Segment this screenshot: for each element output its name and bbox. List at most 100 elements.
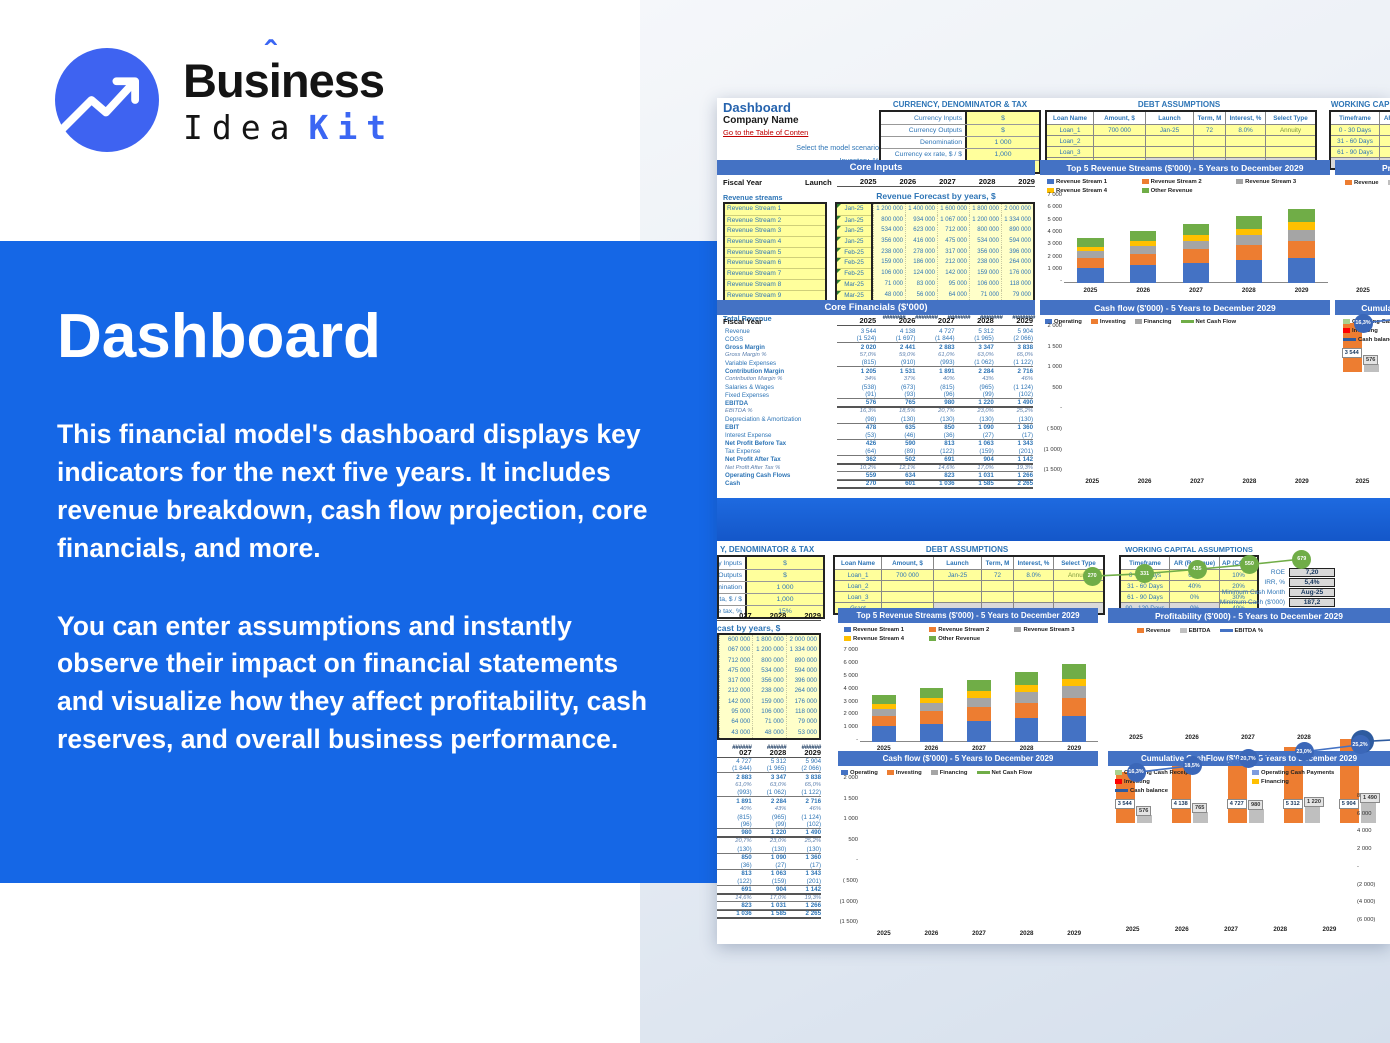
input-cell[interactable]: 15% [745,606,823,617]
forecast-cell[interactable]: 95 000 [937,278,969,290]
stream-name-cell[interactable]: Revenue Stream 1 [727,205,782,212]
input-cell[interactable]: Annuity [1265,124,1315,135]
input-cell[interactable]: Loan_2 [1047,135,1093,146]
forecast-cell[interactable]: 238 000 [752,686,785,697]
forecast-cell[interactable]: 64 000 [937,289,969,301]
month-cell[interactable]: Feb-25 [837,257,871,268]
forecast-cell[interactable]: 890 000 [1001,225,1033,237]
input-cell[interactable]: Loan_3 [835,591,881,602]
input-cell[interactable]: 700 000 [1093,124,1145,135]
stream-name-cell[interactable]: Revenue Stream 6 [725,257,825,268]
forecast-cell[interactable]: 890 000 [785,655,819,666]
forecast-cell[interactable]: 594 000 [785,665,819,677]
forecast-cell[interactable]: 142 000 [937,268,969,279]
forecast-cell[interactable]: 71 000 [752,717,785,728]
forecast-cell[interactable]: 95 000 [719,707,752,718]
input-cell[interactable]: 60% [1379,124,1390,135]
input-cell[interactable] [1193,135,1225,146]
forecast-cell[interactable]: 356 000 [752,676,785,687]
input-cell[interactable] [1013,602,1053,613]
input-cell[interactable]: 1 000 [745,582,823,593]
input-cell[interactable] [881,602,933,613]
forecast-cell[interactable]: 934 000 [905,214,937,226]
forecast-cell[interactable]: 475 000 [719,665,752,677]
forecast-cell[interactable]: 800 000 [752,655,785,666]
forecast-cell[interactable]: 71 000 [873,278,905,290]
forecast-cell[interactable]: 64 000 [719,717,752,728]
forecast-cell[interactable]: 264 000 [1001,257,1033,269]
input-cell[interactable] [933,591,981,602]
input-cell[interactable]: 8.0% [1225,124,1265,135]
forecast-cell[interactable]: 1 200 000 [873,204,905,215]
forecast-cell[interactable]: 159 000 [752,696,785,708]
stream-name-cell[interactable]: Revenue Stream 7 [725,268,825,279]
input-cell[interactable] [1225,146,1265,157]
forecast-cell[interactable]: 067 000 [719,645,752,656]
forecast-cell[interactable]: 712 000 [937,225,969,237]
forecast-cell[interactable]: 800 000 [873,214,905,226]
input-cell[interactable]: $ [745,557,823,569]
forecast-cell[interactable]: 264 000 [785,686,819,697]
input-cell[interactable] [1053,591,1103,602]
forecast-cell[interactable]: 396 000 [1001,246,1033,258]
forecast-cell[interactable]: 56 000 [905,289,937,301]
input-cell[interactable] [933,602,981,613]
forecast-cell[interactable]: 800 000 [969,225,1001,237]
forecast-cell[interactable]: 356 000 [873,236,905,247]
input-cell[interactable]: Loan_1 [835,569,881,580]
forecast-cell[interactable]: 124 000 [905,268,937,279]
input-cell[interactable]: 0 - 30 Days [1331,124,1379,135]
input-cell[interactable] [1053,602,1103,613]
input-cell[interactable] [1093,135,1145,146]
forecast-cell[interactable]: 1 400 000 [905,204,937,215]
forecast-cell[interactable]: 48 000 [752,727,785,738]
stream-name-cell[interactable]: Revenue Stream 3 [725,225,825,236]
input-cell[interactable] [1225,135,1265,146]
input-cell[interactable]: 40% [1379,135,1390,146]
forecast-cell[interactable]: 1 600 000 [937,204,969,215]
forecast-cell[interactable]: 106 000 [969,278,1001,290]
input-cell[interactable]: Loan_3 [1047,146,1093,157]
input-cell[interactable] [981,602,1013,613]
forecast-cell[interactable]: 83 000 [905,278,937,290]
forecast-cell[interactable]: 142 000 [719,696,752,708]
input-cell[interactable]: 31 - 60 Days [1331,135,1379,146]
forecast-cell[interactable]: 106 000 [752,707,785,718]
stream-name-cell[interactable]: Revenue Stream 9 [725,289,825,301]
input-cell[interactable]: $ [965,125,1039,136]
input-cell[interactable]: 30% [1219,591,1257,602]
forecast-cell[interactable]: 416 000 [905,236,937,247]
input-cell[interactable] [1093,146,1145,157]
forecast-cell[interactable]: 159 000 [969,268,1001,279]
month-cell[interactable]: Feb-25 [837,246,871,258]
forecast-cell[interactable]: 1 334 000 [785,645,819,656]
forecast-cell[interactable]: 356 000 [969,246,1001,258]
forecast-cell[interactable]: 79 000 [1001,289,1033,301]
forecast-cell[interactable]: 1 200 000 [752,645,785,656]
input-cell[interactable]: Loan_2 [835,580,881,591]
forecast-cell[interactable]: 118 000 [785,707,819,718]
forecast-cell[interactable]: 594 000 [1001,236,1033,247]
month-cell[interactable]: Jan-25 [837,225,871,236]
input-cell[interactable]: Jan-25 [933,569,981,580]
input-cell[interactable] [1013,591,1053,602]
month-cell[interactable]: Jan-25 [837,204,871,215]
forecast-cell[interactable]: 396 000 [785,676,819,687]
forecast-cell[interactable]: 71 000 [969,289,1001,301]
forecast-cell[interactable]: 106 000 [873,268,905,279]
forecast-cell[interactable]: 278 000 [905,246,937,258]
stream-name-cell[interactable]: Revenue Stream 5 [725,246,825,258]
input-cell[interactable] [1145,146,1193,157]
forecast-cell[interactable]: 534 000 [873,225,905,237]
input-cell[interactable]: 8.0% [1013,569,1053,580]
input-cell[interactable]: 72 [1193,124,1225,135]
forecast-cell[interactable]: 1 800 000 [752,635,785,646]
forecast-cell[interactable]: 712 000 [719,655,752,666]
input-cell[interactable] [981,580,1013,591]
input-cell[interactable]: 1 000 [965,137,1039,148]
toc-link[interactable]: Go to the Table of Conten [723,128,809,137]
forecast-cell[interactable]: 79 000 [785,717,819,728]
forecast-cell[interactable]: 2 000 000 [1001,204,1033,215]
input-cell[interactable]: 20% [1219,580,1257,591]
input-cell[interactable]: 61 - 90 Days [1121,591,1169,602]
